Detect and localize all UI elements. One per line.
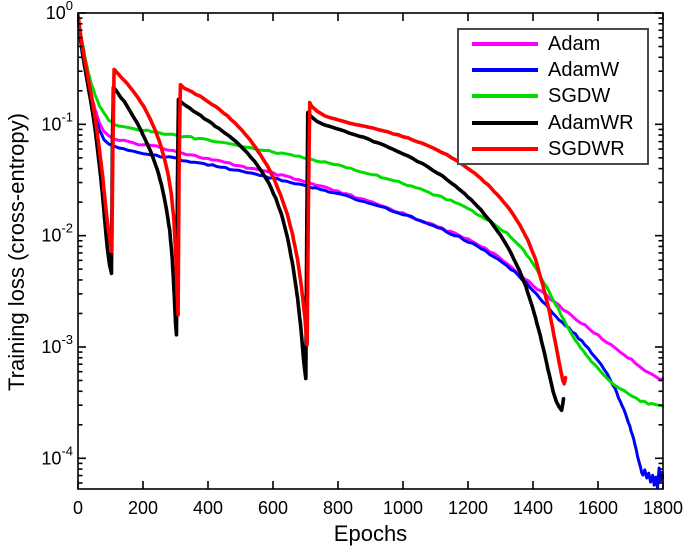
x-tick-label: 1200 [448, 498, 488, 518]
legend-item-adamwr: AdamWR [459, 110, 647, 135]
y-tick-label: 10-1 [41, 109, 73, 134]
legend-label-sgdwr: SGDWR [548, 138, 625, 161]
y-axis-label: Training loss (cross-entropy) [4, 113, 29, 391]
legend-label-adamwr: AdamWR [548, 111, 634, 134]
x-tick-label: 1800 [643, 498, 683, 518]
legend-line-sample-sgdwr [472, 147, 538, 152]
legend-label-adamw: AdamW [548, 59, 620, 82]
y-tick-label: 10-2 [41, 221, 73, 246]
y-tick-label: 10-4 [41, 443, 73, 468]
legend-line-sample-adamw [472, 68, 538, 73]
x-tick-label: 400 [193, 498, 223, 518]
series-line-sgdwr [77, 13, 568, 386]
y-tick-label: 100 [46, 0, 73, 23]
x-tick-label: 600 [258, 498, 288, 518]
legend-item-sgdwr: SGDWR [459, 137, 647, 162]
y-tick-label: 10-3 [41, 332, 73, 357]
legend-line-sample-sgdw [472, 94, 538, 99]
legend-line-sample-adamwr [472, 120, 538, 125]
x-tick-label: 1000 [383, 498, 423, 518]
legend-item-adamw: AdamW [459, 58, 647, 83]
series-line-sgdw [77, 14, 664, 408]
x-tick-label: 800 [323, 498, 353, 518]
legend-label-adam: Adam [548, 32, 601, 55]
x-axis-label: Epochs [333, 521, 408, 546]
legend-label-sgdw: SGDW [548, 85, 611, 108]
legend-item-adam: Adam [459, 31, 647, 56]
legend-item-sgdw: SGDW [459, 84, 647, 109]
legend-line-sample-adam [472, 41, 538, 46]
x-tick-label: 1600 [578, 498, 618, 518]
x-tick-label: 200 [128, 498, 158, 518]
series-line-adamw [77, 14, 664, 490]
legend: Adam AdamW SGDW AdamWR SGDWR [457, 28, 649, 165]
series-group [77, 13, 664, 490]
axis-box [77, 12, 664, 490]
x-tick-label: 0 [73, 498, 83, 518]
x-tick-label: 1400 [513, 498, 553, 518]
